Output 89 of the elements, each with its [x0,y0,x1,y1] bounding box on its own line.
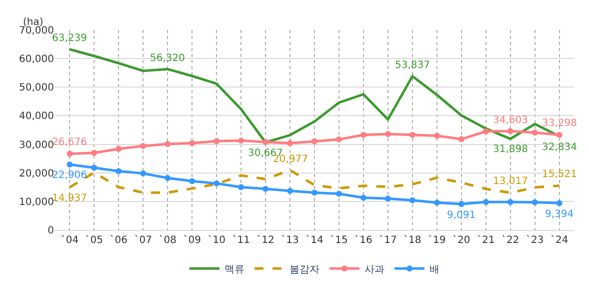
x-tick-label: `21 [477,235,495,246]
y-tick-label: 40,000 [19,111,54,122]
x-tick-label: `04 [60,235,79,246]
data-label: 22,906 [52,170,87,181]
point [214,138,220,144]
y-tick-label: 10,000 [19,196,54,208]
data-label: 56,320 [150,53,185,64]
point [214,180,220,186]
x-tick-label: `09 [183,235,201,246]
x-tick-label: `05 [85,235,104,246]
x-tick-label: `08 [158,235,176,246]
point [556,132,562,138]
data-label: 33,298 [542,118,577,129]
data-label: 31,898 [493,144,528,155]
x-tick-label: `23 [526,235,544,246]
x-tick-label: `16 [354,235,372,246]
point [507,199,514,205]
data-label: 53,837 [395,60,430,71]
point [116,146,122,152]
legend-label: 배 [430,264,440,276]
y-tick-label: 20,000 [19,168,54,180]
point [66,150,73,157]
point [384,131,391,137]
x-tick-label: `11 [232,235,250,246]
point [336,136,342,142]
point [238,138,244,144]
x-tick-label: `18 [404,235,422,246]
point [434,200,440,206]
data-label: 63,239 [52,33,87,44]
y-tick-label: 60,000 [19,54,54,66]
point [164,141,171,147]
point [116,168,122,174]
y-tick-label: 70,000 [19,26,54,36]
point [189,140,196,146]
x-tick-label: `17 [379,235,397,246]
point [384,196,391,202]
point [336,190,342,197]
point [312,190,318,196]
data-label: 14,937 [52,193,87,204]
data-label: 15,521 [542,169,577,180]
legend-label: 사과 [364,264,384,276]
x-tick-label: `20 [452,235,470,246]
point [164,175,171,181]
point [458,201,464,208]
point [287,188,294,194]
x-tick-label: `07 [134,235,152,246]
x-tick-label: `24 [550,235,568,246]
y-tick-label: 30,000 [19,140,54,151]
x-tick-label: `10 [208,235,226,246]
point [360,194,366,201]
point [507,128,514,134]
point [434,132,440,139]
point [238,184,244,190]
point [532,199,538,206]
point [140,143,146,149]
legend-label: 맥류 [224,264,244,276]
point [262,139,269,145]
point [360,132,366,138]
point [66,162,73,168]
x-tick-label: `13 [281,235,299,246]
data-label: 9,091 [447,210,476,221]
point [458,136,464,142]
data-label: 26,676 [52,137,87,148]
point [91,150,98,156]
point [140,170,146,176]
y-tick-label: 50,000 [19,82,54,94]
point [312,138,318,144]
data-label: 9,394 [545,209,574,220]
point [409,132,416,138]
x-tick-label: `22 [501,235,520,246]
legend-label: 봄감자 [290,264,320,276]
data-label: 34,603 [493,115,528,126]
x-tick-label: `19 [428,235,446,246]
data-label: 32,834 [542,142,577,153]
x-tick-label: `14 [306,235,324,246]
point [287,140,294,146]
point [91,164,98,171]
data-label: 13,017 [493,176,528,187]
point [556,200,562,206]
point [482,199,489,205]
point [532,130,538,136]
point [482,128,489,134]
x-tick-label: `06 [110,235,128,246]
x-tick-label: `12 [256,235,274,246]
point [409,197,416,204]
x-tick-label: `15 [330,235,348,246]
point [189,178,196,184]
point [262,186,269,192]
y-tick-label: 0 [48,226,54,236]
